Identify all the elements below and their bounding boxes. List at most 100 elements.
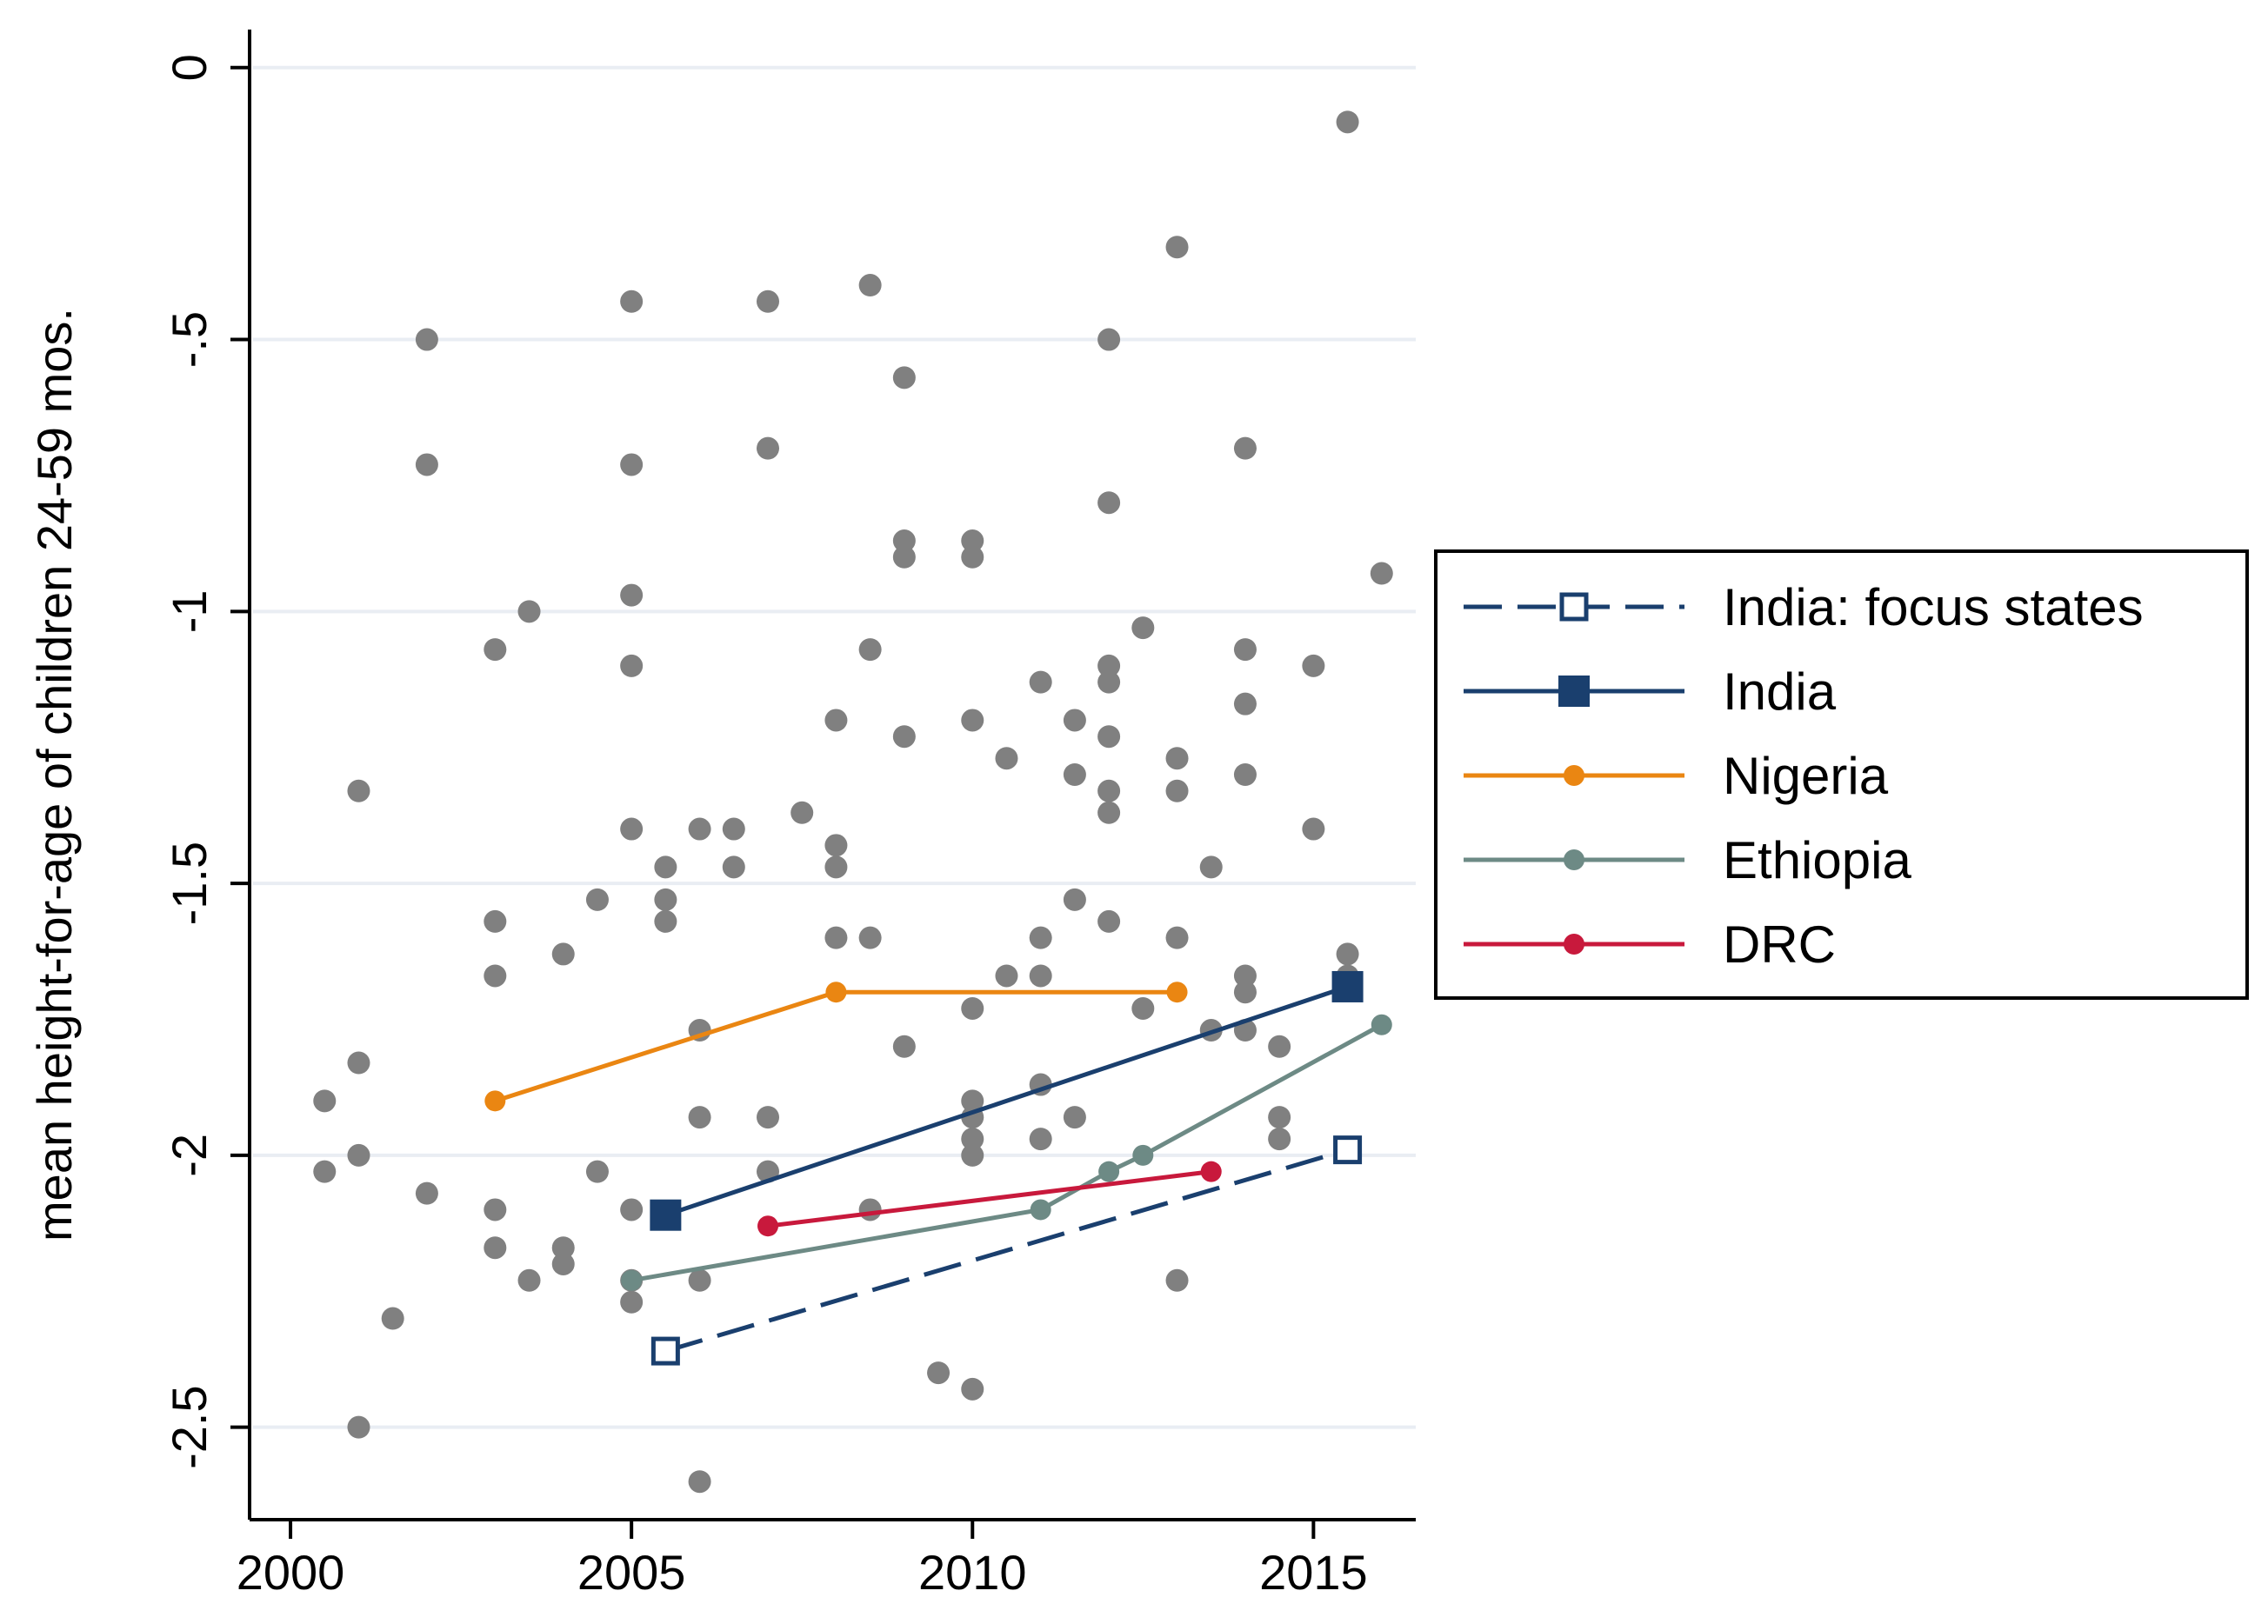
axes — [248, 30, 1416, 1521]
scatter-point — [1131, 996, 1155, 1020]
series-marker-drc — [757, 1215, 778, 1237]
scatter-point — [585, 1160, 609, 1183]
scatter-point — [995, 964, 1018, 988]
scatter-point — [1165, 926, 1189, 949]
series-marker-nigeria — [1166, 982, 1188, 1003]
scatter-point — [892, 529, 916, 553]
series-line-drc — [767, 1169, 1212, 1228]
series-marker-ethiopia — [1132, 1144, 1154, 1166]
scatter-point — [824, 926, 848, 949]
scatter-point — [1199, 855, 1223, 879]
scatter-point — [961, 1377, 984, 1401]
scatter-point — [1165, 779, 1189, 802]
y-tick-label: -.5 — [162, 311, 217, 368]
scatter-point — [484, 909, 507, 933]
y-tick-label: -1.5 — [162, 842, 217, 926]
scatter-point — [824, 709, 848, 732]
scatter-point — [1063, 709, 1086, 732]
scatter-point — [1233, 981, 1257, 1004]
scatter-point — [620, 654, 644, 677]
scatter-point — [961, 996, 984, 1020]
series-marker-ethiopia — [1098, 1161, 1120, 1182]
legend-label-drc: DRC — [1723, 915, 1836, 974]
scatter-point — [757, 436, 779, 460]
scatter-point — [347, 1051, 370, 1075]
scatter-point — [1097, 725, 1121, 749]
y-tick-label: -2.5 — [162, 1385, 217, 1469]
scatter-point — [995, 747, 1018, 770]
series-marker-india-focus-states — [1333, 1135, 1363, 1165]
scatter-point — [1233, 692, 1257, 715]
scatter-point — [1268, 1128, 1291, 1151]
series-marker-drc — [1200, 1161, 1222, 1182]
scatter-point — [313, 1089, 337, 1113]
legend-label-india-focus-states: India: focus states — [1723, 578, 2144, 636]
scatter-point — [620, 1198, 644, 1221]
scatter-point — [1233, 964, 1257, 988]
legend-marker-ethiopia — [1564, 849, 1584, 870]
scatter-point — [484, 1236, 507, 1260]
scatter-point — [1233, 436, 1257, 460]
scatter-point — [1165, 747, 1189, 770]
scatter-point — [688, 1106, 711, 1129]
scatter-point — [313, 1160, 337, 1183]
y-tick-label: -1 — [162, 589, 217, 633]
scatter-point — [892, 545, 916, 569]
scatter-point — [688, 1470, 711, 1494]
scatter-point — [347, 1143, 370, 1167]
scatter-point — [1268, 1035, 1291, 1058]
x-tick-label: 2000 — [237, 1545, 345, 1600]
scatter-point — [688, 817, 711, 841]
scatter-point — [688, 1268, 711, 1292]
series-marker-ethiopia — [1030, 1199, 1051, 1221]
scatter-point — [415, 1181, 438, 1205]
gridlines — [253, 65, 1416, 1429]
scatter-point — [1029, 926, 1052, 949]
scatter-point — [1097, 670, 1121, 694]
scatter-point — [654, 855, 677, 879]
scatter-point — [1029, 1128, 1052, 1151]
series-marker-india — [650, 1199, 682, 1231]
scatter-point — [620, 817, 644, 841]
scatter-point — [1302, 654, 1325, 677]
legend-marker-india — [1558, 676, 1590, 707]
scatter-point — [858, 274, 882, 297]
scatter-point — [484, 638, 507, 662]
x-tick-label: 2010 — [918, 1545, 1027, 1600]
scatter-point — [1097, 654, 1121, 677]
ticks: 0 -.5 -1 -1.5 -2 -2.5 2000 2005 2010 2015 — [162, 54, 1368, 1600]
legend-marker-india-focus-states — [1559, 592, 1589, 622]
scatter-point — [1165, 1268, 1189, 1292]
scatter-point — [347, 1415, 370, 1439]
legend-marker-drc — [1564, 934, 1584, 955]
legend: India: focus states India Nigeria Ethiopia D… — [1434, 549, 2249, 1000]
series-marker-ethiopia — [1371, 1014, 1392, 1035]
scatter-point — [1233, 638, 1257, 662]
scatter-point — [961, 545, 984, 569]
y-axis-title: mean height-for-age of children 24-59 mo… — [27, 308, 82, 1241]
legend-items: India: focus states India Nigeria Ethiopia D… — [1464, 578, 2144, 974]
scatter-point — [1336, 110, 1359, 134]
scatter-point — [620, 290, 644, 313]
scatter-point — [654, 909, 677, 933]
scatter-point — [1165, 236, 1189, 259]
scatter-point — [858, 926, 882, 949]
scatter-point — [722, 817, 745, 841]
series-marker-india-focus-states — [650, 1336, 680, 1366]
scatter-point — [1097, 909, 1121, 933]
scatter-point — [1063, 1106, 1086, 1129]
scatter-point — [1268, 1106, 1291, 1129]
x-tick-label: 2015 — [1259, 1545, 1368, 1600]
scatter-point — [1336, 942, 1359, 966]
scatter-point — [1097, 328, 1121, 351]
scatter-point — [961, 529, 984, 553]
y-tick-label: 0 — [162, 54, 217, 81]
scatter-point — [654, 888, 677, 911]
scatter-point — [1097, 491, 1121, 515]
series-marker-nigeria — [484, 1090, 506, 1112]
y-tick-label: -2 — [162, 1134, 217, 1177]
scatter-point — [757, 1106, 779, 1129]
scatter-point — [381, 1307, 404, 1330]
scatter-point — [1131, 616, 1155, 640]
